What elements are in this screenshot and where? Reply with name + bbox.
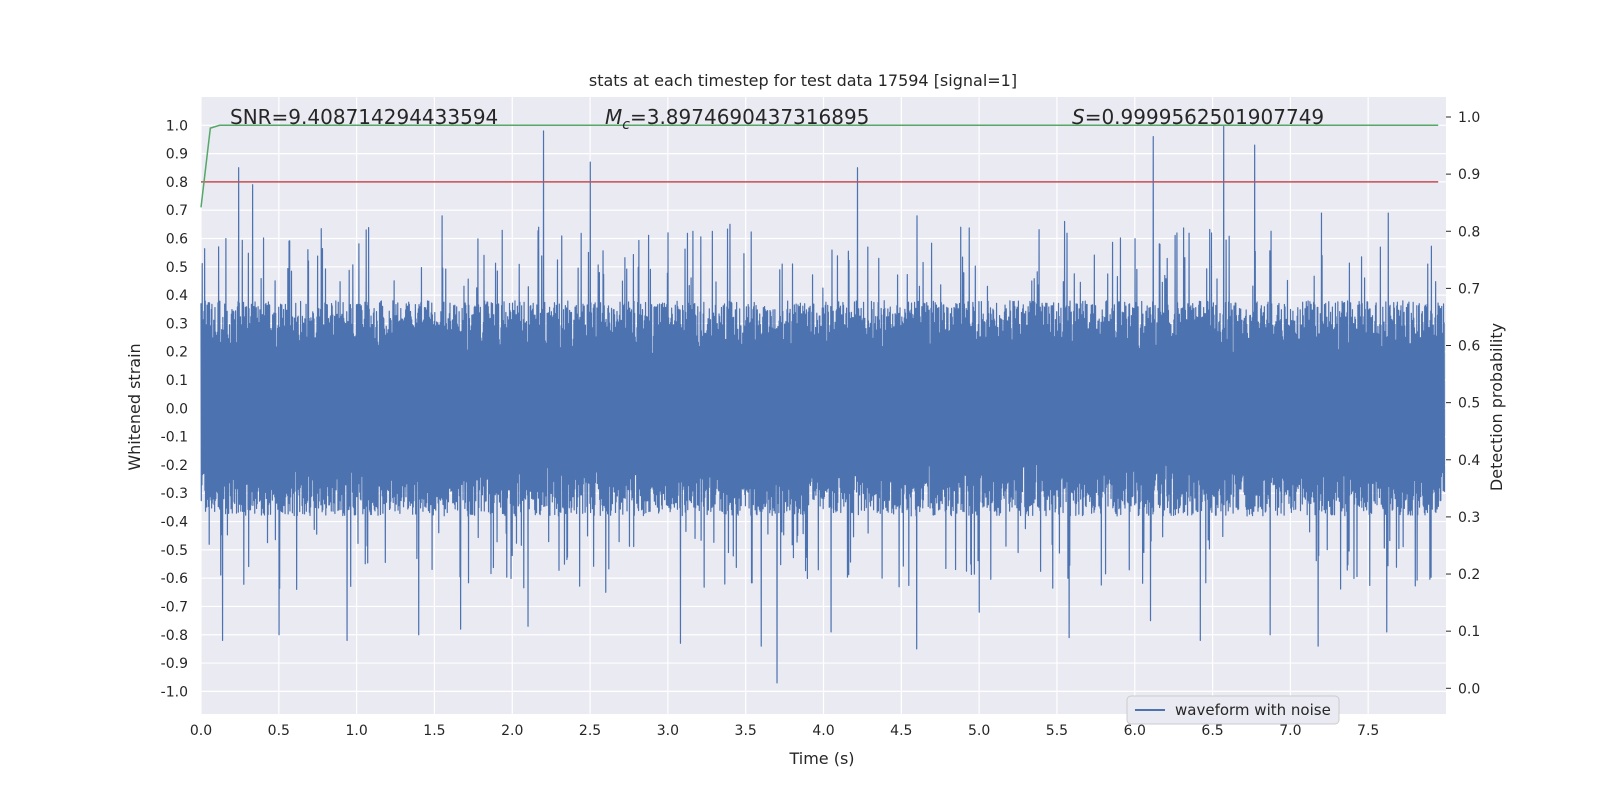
y-left-tick-label: -0.6 — [161, 571, 188, 587]
y-left-tick-label: 0.2 — [166, 345, 188, 361]
y-left-tick-label: 0.3 — [166, 316, 188, 332]
legend-box — [1126, 695, 1340, 725]
y-left-tick-label: 1.0 — [166, 118, 188, 134]
y-axis-left-label: Whitened strain — [125, 343, 144, 470]
y-left-tick-label: 0.4 — [166, 288, 188, 304]
y-axis-right-ticks: 1.0 0.9 0.8 0.7 0.6 0.5 0.4 0.3 0.2 0.1 0.0 — [1446, 110, 1480, 697]
x-tick-label: 1.5 — [423, 723, 445, 739]
y-right-tick-label: 1.0 — [1458, 110, 1480, 126]
y-right-tick-label: 0.3 — [1458, 510, 1480, 526]
x-axis-label: Time (s) — [788, 749, 854, 768]
y-right-tick-label: 0.6 — [1458, 339, 1480, 355]
x-tick-label: 0.0 — [190, 723, 212, 739]
x-axis-ticks: 0.0 0.5 1.0 1.5 2.0 2.5 3.0 3.5 4.0 4.5 5.0 5.5 6.0 6… — [190, 723, 1379, 739]
x-tick-label: 3.5 — [735, 723, 757, 739]
y-right-tick-label: 0.0 — [1458, 681, 1480, 697]
x-tick-label: 2.0 — [501, 723, 523, 739]
s-symbol: S — [1072, 105, 1085, 129]
x-tick-label: 6.0 — [1124, 723, 1146, 739]
series-waveform-with-noise — [200, 124, 1446, 684]
x-tick-label: 3.0 — [657, 723, 679, 739]
legend-label: waveform with noise — [1175, 701, 1331, 719]
annotation-chirp-mass: Mc=3.8974690437316895 — [605, 105, 869, 133]
y-left-tick-label: 0.8 — [166, 175, 188, 191]
mc-symbol: M — [605, 105, 622, 129]
y-left-tick-label: -0.1 — [161, 430, 188, 446]
y-left-tick-label: 0.5 — [166, 260, 188, 276]
y-right-tick-label: 0.1 — [1458, 624, 1480, 640]
y-right-tick-label: 0.8 — [1458, 224, 1480, 240]
x-tick-label: 2.5 — [579, 723, 601, 739]
x-tick-label: 5.5 — [1046, 723, 1068, 739]
y-left-tick-label: -0.4 — [161, 515, 188, 531]
y-left-tick-label: 0.0 — [166, 401, 188, 417]
y-right-tick-label: 0.7 — [1458, 281, 1480, 297]
y-left-tick-label: -1.0 — [161, 684, 188, 700]
x-tick-label: 7.0 — [1279, 723, 1301, 739]
y-right-tick-label: 0.4 — [1458, 453, 1480, 469]
x-tick-label: 1.0 — [345, 723, 367, 739]
x-tick-label: 4.5 — [890, 723, 912, 739]
chart-title: stats at each timestep for test data 175… — [589, 71, 1017, 90]
series-detection-probability — [200, 124, 1439, 208]
x-tick-label: 4.0 — [812, 723, 834, 739]
y-left-tick-label: -0.7 — [161, 599, 188, 615]
y-right-tick-label: 0.2 — [1458, 567, 1480, 583]
x-tick-label: 5.0 — [968, 723, 990, 739]
y-right-tick-label: 0.9 — [1458, 167, 1480, 183]
x-tick-label: 7.5 — [1357, 723, 1379, 739]
y-left-tick-label: -0.8 — [161, 628, 188, 644]
mc-value: =3.8974690437316895 — [630, 105, 869, 129]
y-left-tick-label: 0.1 — [166, 373, 188, 389]
y-left-tick-label: -0.5 — [161, 543, 188, 559]
annotation-s: S=0.9999562501907749 — [1072, 105, 1324, 129]
annotation-snr: SNR=9.408714294433594 — [230, 105, 498, 129]
y-left-tick-label: 0.6 — [166, 232, 188, 248]
x-tick-label: 0.5 — [268, 723, 290, 739]
y-right-tick-label: 0.5 — [1458, 396, 1480, 412]
y-left-tick-label: -0.2 — [161, 458, 188, 474]
y-left-tick-label: -0.3 — [161, 486, 188, 502]
y-axis-left-ticks: 1.0 0.9 0.8 0.7 0.6 0.5 0.4 0.3 0.2 0.1 0.0 -0.1 -0.… — [161, 118, 188, 700]
y-left-tick-label: 0.7 — [166, 203, 188, 219]
s-value: =0.9999562501907749 — [1085, 105, 1324, 129]
y-axis-right-label: Detection probability — [1487, 323, 1506, 491]
x-tick-label: 6.5 — [1201, 723, 1223, 739]
legend: waveform with noise — [1126, 695, 1340, 725]
y-left-tick-label: -0.9 — [161, 656, 188, 672]
mc-subscript: c — [622, 117, 630, 133]
y-left-tick-label: 0.9 — [166, 147, 188, 163]
